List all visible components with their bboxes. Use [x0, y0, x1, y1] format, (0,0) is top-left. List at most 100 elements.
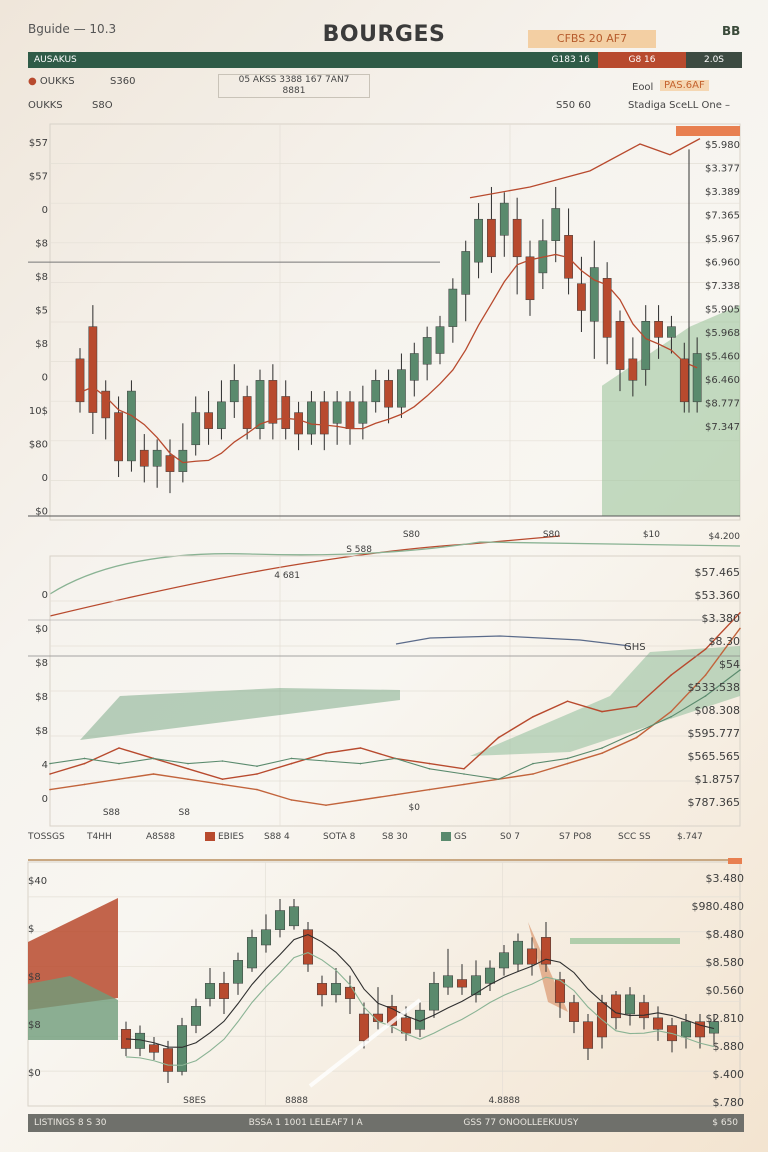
y-tick-label-right: $787.365 [688, 796, 741, 809]
area-fill [570, 938, 680, 944]
candle [384, 380, 393, 408]
reference-line [395, 635, 631, 647]
candle [499, 202, 509, 236]
candle [470, 975, 482, 996]
candle [554, 979, 566, 1003]
candle [422, 337, 432, 365]
data-point [601, 710, 603, 713]
highlight-stroke [308, 998, 422, 1088]
legend-label: S0 7 [500, 832, 521, 842]
signal-line [125, 952, 715, 1066]
y-tick-label-right: $2.810 [706, 1012, 745, 1025]
data-point [670, 716, 672, 718]
candle [307, 401, 316, 435]
data-point [359, 799, 362, 801]
legend-item: GS [441, 832, 467, 842]
y-tick-label-right: $5.980 [705, 140, 740, 151]
panel-3 [28, 858, 742, 1088]
candle [255, 380, 265, 429]
candle [232, 960, 244, 984]
sub-right-2: Stadiga SceLL One – [628, 100, 731, 111]
data-point [739, 669, 741, 671]
data-point [256, 765, 258, 767]
data-point [428, 762, 431, 765]
candle [345, 401, 355, 429]
data-point [394, 757, 396, 760]
data-point [187, 778, 189, 780]
candle [274, 910, 286, 930]
data-point [566, 757, 569, 760]
candle [498, 952, 510, 969]
candle [101, 390, 111, 419]
legend-item: SOTA 8 [323, 832, 355, 842]
y-tick-label-right: $565.565 [688, 750, 741, 763]
y-tick-label-left: $8 [28, 1020, 41, 1031]
sub-left-1-text: OUKKS [39, 76, 75, 87]
candle [641, 321, 651, 370]
candle [442, 975, 454, 988]
area-fill [602, 305, 740, 516]
y-tick-label-left: $8 [35, 726, 48, 737]
legend-item: S88 4 [264, 832, 290, 842]
data-point [566, 700, 569, 702]
ticker-bar-red: G8 16 [598, 52, 686, 68]
data-point [152, 757, 155, 760]
annotation-label: GHS [624, 642, 646, 653]
candle [435, 326, 445, 354]
y-tick-label-right: $533.538 [688, 681, 741, 694]
ticker-bar-green: AUSAKUS G183 16 [28, 52, 598, 68]
candle [127, 390, 136, 462]
data-point [83, 762, 86, 765]
divider-marker [728, 858, 742, 864]
candle [176, 1025, 188, 1072]
header-badge: CFBS 20 AF7 [528, 30, 656, 48]
data-point [739, 612, 741, 614]
data-point [256, 773, 258, 775]
y-tick-label-left: $8 [35, 658, 48, 669]
candle [589, 267, 599, 322]
y-tick-label-left: 4 [42, 760, 48, 771]
candle [409, 353, 419, 381]
y-tick-label-left: $5 [35, 306, 48, 317]
annotation-label: 4 681 [274, 571, 300, 581]
axis-labels: $57$570$8$8$5$8010$$800$0$5.980$3.377$3.… [28, 138, 744, 1109]
y-tick-label-right: $6.460 [705, 375, 740, 386]
y-tick-label-left: $80 [29, 440, 48, 451]
y-tick-label-left: $ [28, 924, 34, 935]
data-point [463, 783, 465, 786]
panel-1 [28, 126, 741, 617]
candle [316, 983, 328, 996]
candle [260, 929, 272, 946]
moving-average-line [79, 253, 698, 464]
candle [281, 396, 291, 429]
legend-item: S8 30 [382, 832, 408, 842]
legend-item: EBIES [205, 832, 244, 842]
legend-item: S0 7 [500, 832, 520, 842]
y-tick-label-right: $5.968 [705, 328, 740, 339]
panel-frame [27, 861, 741, 1107]
info-line-2: 8881 [282, 86, 306, 96]
y-tick-label-right: $8.480 [706, 928, 745, 941]
candle [302, 929, 314, 965]
y-tick-label-right: $7.338 [705, 281, 740, 292]
y-tick-label-right: $3.480 [706, 872, 745, 885]
data-point [566, 762, 569, 765]
y-tick-label-left: $8 [35, 339, 48, 350]
candle [397, 369, 406, 408]
candle [242, 396, 252, 429]
data-point [118, 747, 120, 749]
y-tick-label-right: $980.480 [692, 900, 745, 913]
data-point [739, 627, 741, 630]
candle [474, 218, 483, 263]
candle [577, 283, 586, 311]
y-tick-label-left: $8 [35, 692, 48, 703]
data-point [49, 773, 51, 775]
y-tick-label-left: $0 [35, 507, 48, 518]
y-tick-label-right: $53.360 [695, 589, 741, 602]
y-tick-label-right: $7.347 [705, 422, 740, 433]
candle [288, 906, 300, 927]
y-tick-label-left: 0 [42, 794, 48, 805]
candle [88, 326, 98, 413]
data-point [290, 762, 293, 765]
y-tick-label-right: $595.777 [688, 727, 741, 740]
